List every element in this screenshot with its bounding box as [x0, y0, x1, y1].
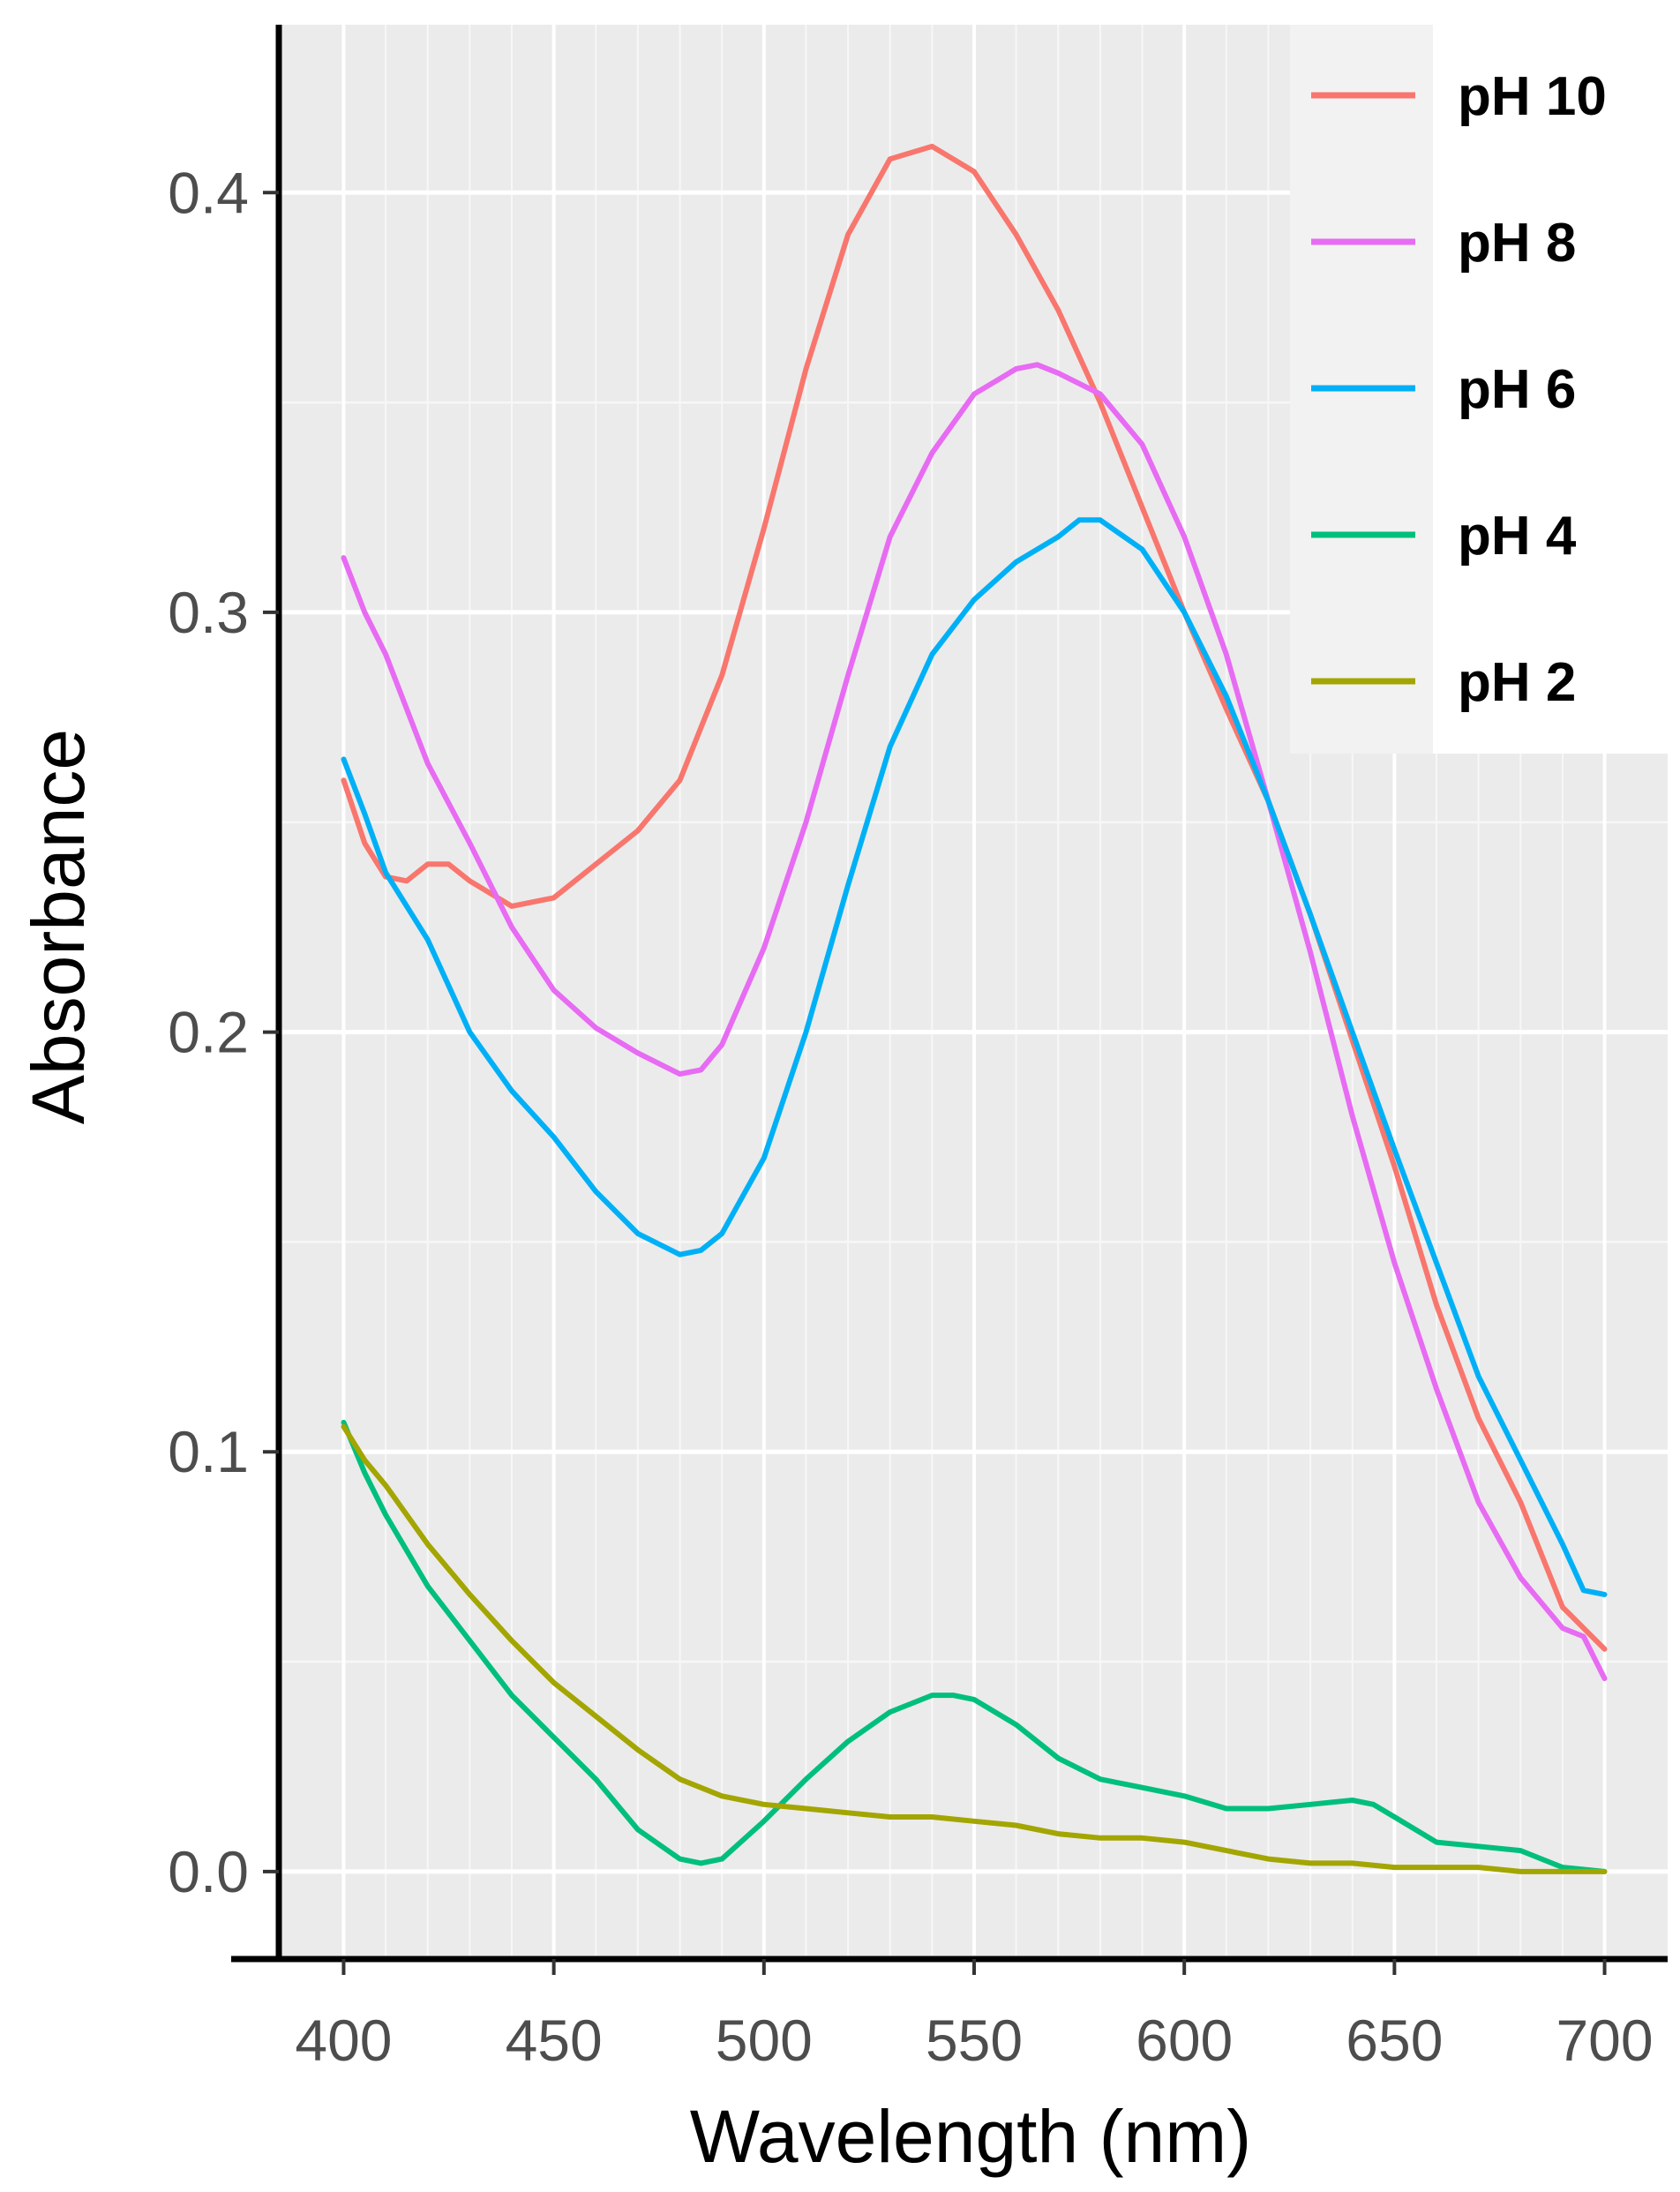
x-tick-label: 650	[1346, 2008, 1443, 2073]
legend-label-ph-8: pH 8	[1458, 213, 1576, 274]
y-tick-label: 0.1	[168, 1419, 249, 1484]
x-axis-title: Wavelength (nm)	[690, 2095, 1251, 2178]
x-tick-label: 600	[1136, 2008, 1233, 2073]
legend-label-ph-6: pH 6	[1458, 359, 1576, 420]
x-tick-label: 500	[716, 2008, 813, 2073]
grid-minor	[281, 25, 1668, 1956]
x-ticks: 400 450 500 550 600 650 700	[295, 1959, 1654, 2073]
y-tick-label: 0.2	[168, 1000, 249, 1065]
legend-label-ph-4: pH 4	[1458, 506, 1577, 567]
y-ticks: 0.0 0.1 0.2 0.3 0.4	[168, 160, 279, 1904]
y-tick-label: 0.0	[168, 1839, 249, 1904]
legend-label-ph-2: pH 2	[1458, 652, 1576, 713]
legend: pH 10 pH 8 pH 6 pH 4 pH 2	[1290, 25, 1668, 754]
y-axis-title: Absorbance	[17, 729, 100, 1124]
y-tick-label: 0.4	[168, 160, 249, 225]
x-tick-label: 550	[926, 2008, 1023, 2073]
series-line-ph-8	[341, 362, 1608, 1682]
series-line-ph-10	[341, 143, 1608, 1652]
x-tick-label: 450	[506, 2008, 603, 2073]
legend-label-ph-10: pH 10	[1458, 66, 1607, 127]
series-line-ph-6	[341, 517, 1608, 1597]
y-tick-label: 0.3	[168, 580, 249, 645]
x-tick-label: 700	[1556, 2008, 1653, 2073]
series-line-ph-4	[341, 1419, 1608, 1874]
x-tick-label: 400	[295, 2008, 392, 2073]
series-line-ph-2	[341, 1423, 1608, 1874]
series-lines	[341, 143, 1608, 1874]
